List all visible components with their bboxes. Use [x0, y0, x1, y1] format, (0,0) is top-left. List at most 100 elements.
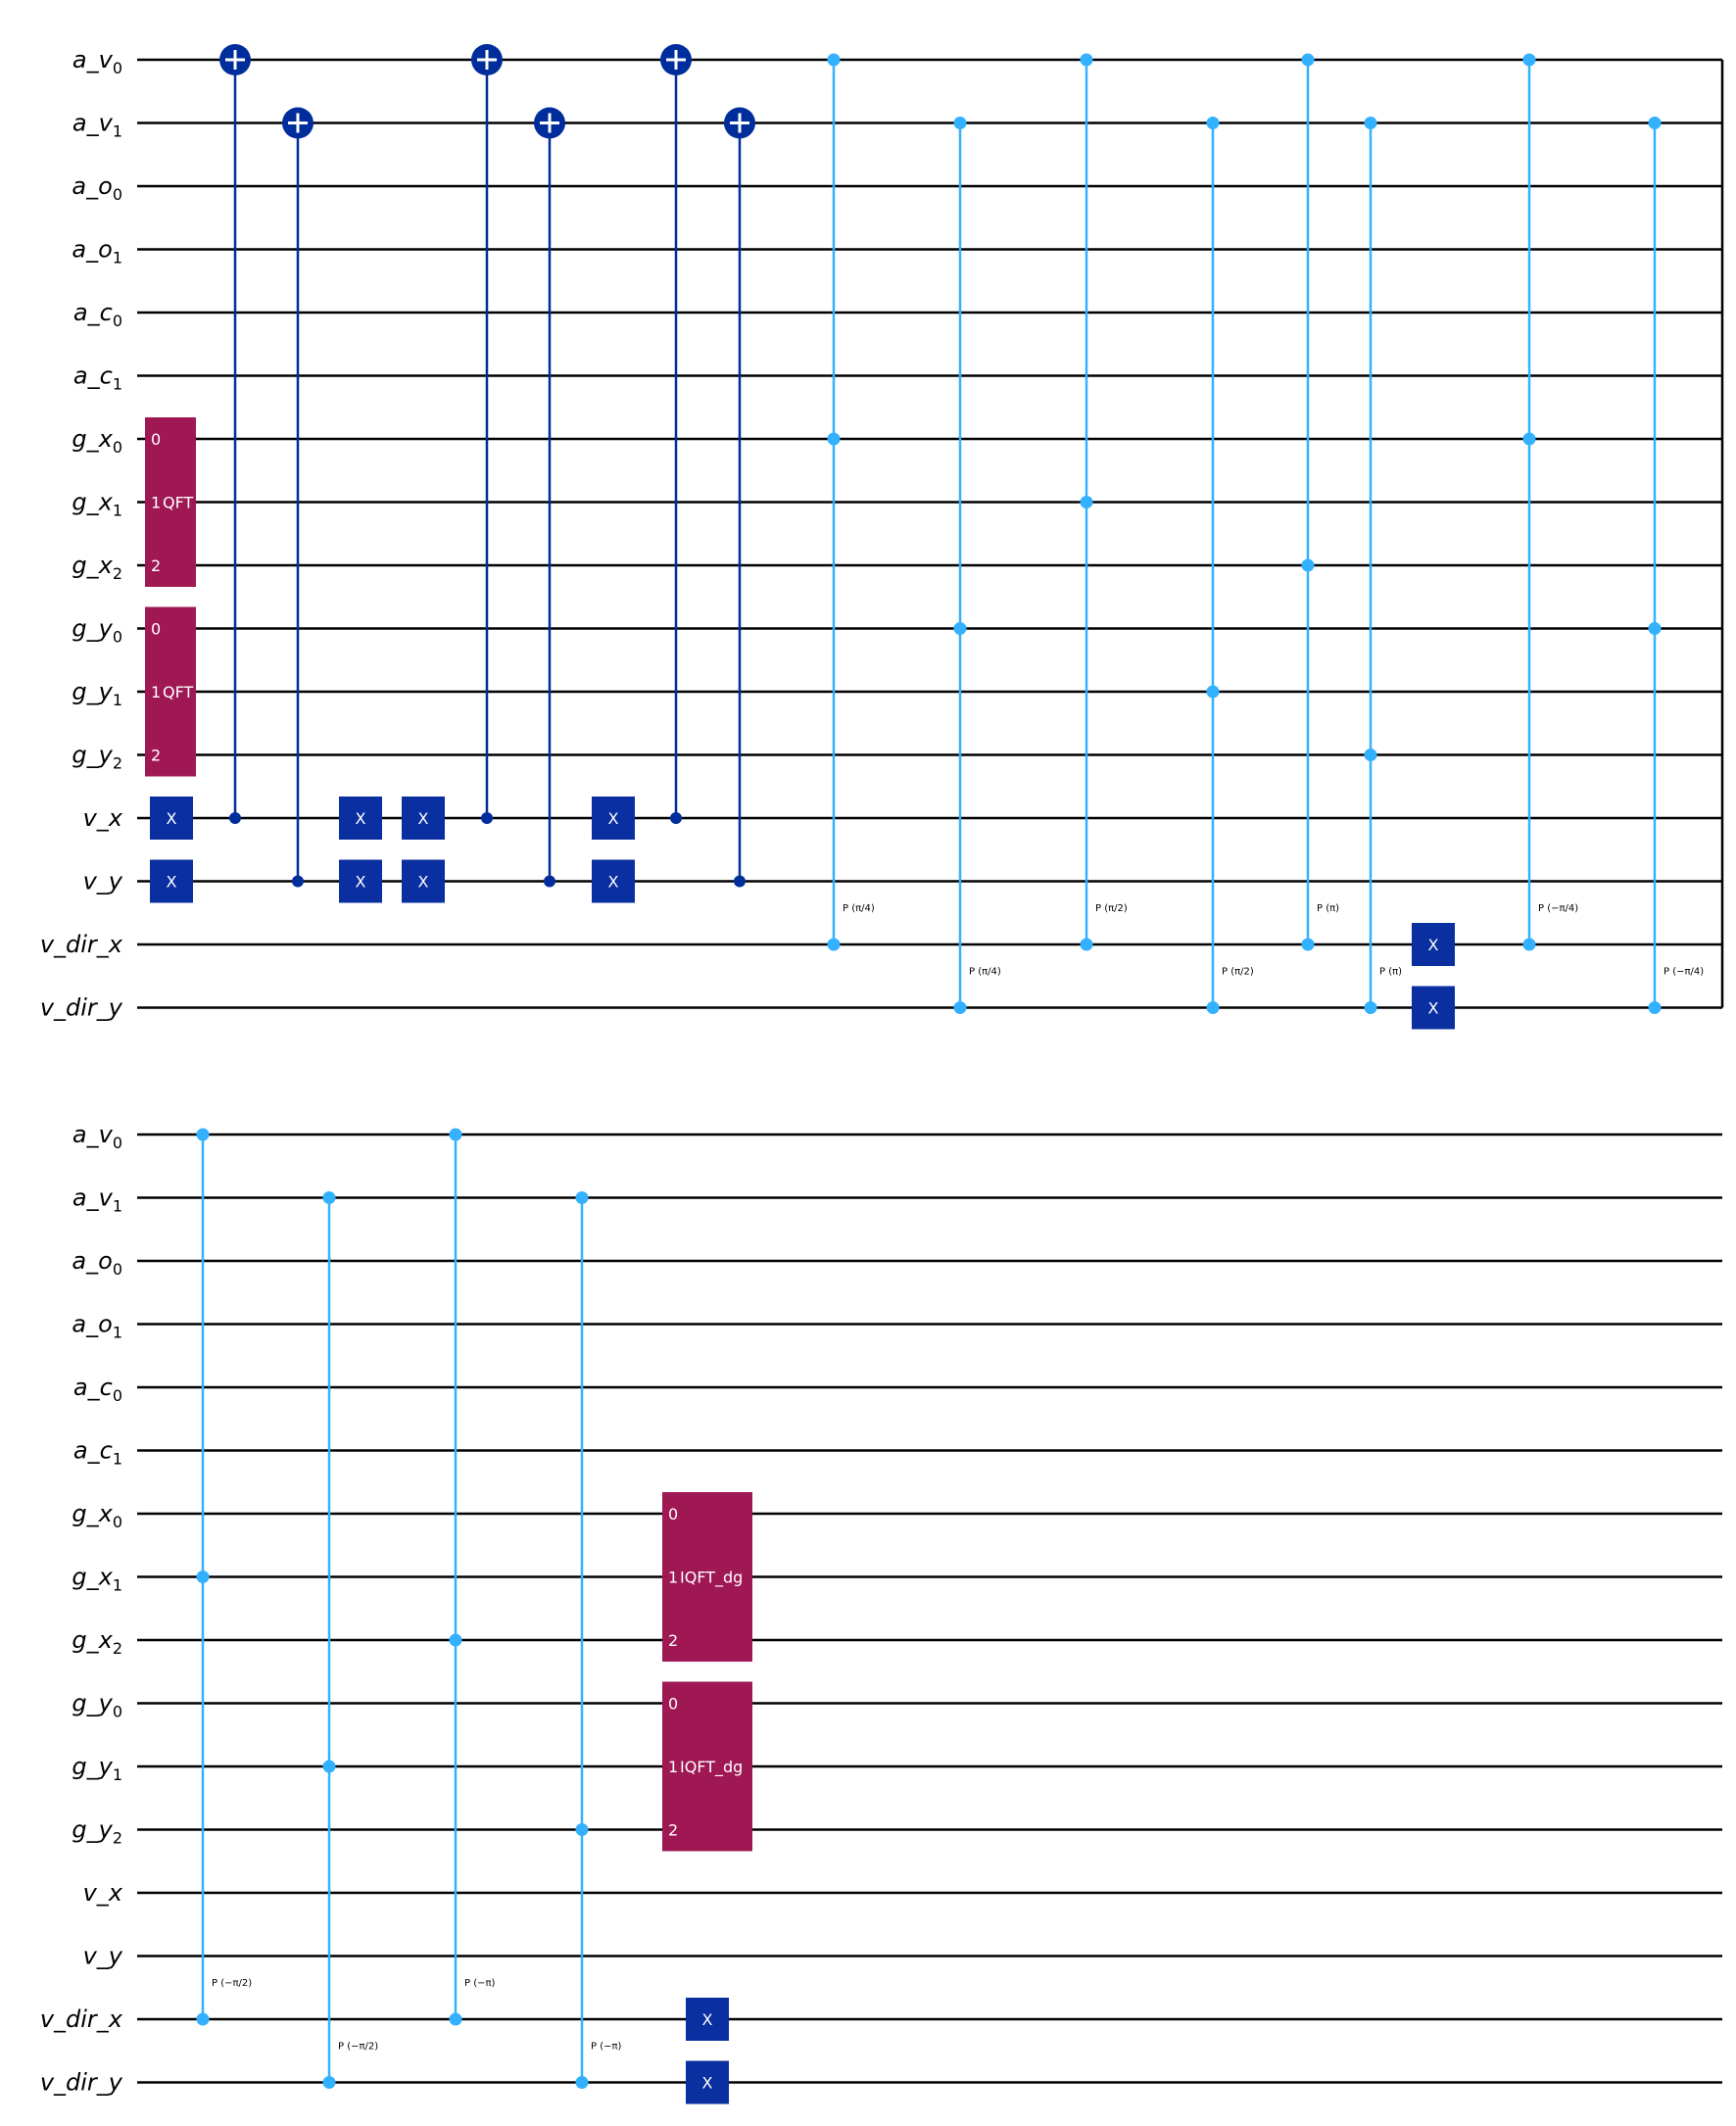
qubit-label: v_dir_y: [40, 2069, 123, 2097]
x-gate-label: X: [418, 809, 429, 828]
qubit-label: a_c0: [73, 299, 122, 330]
phase-control-dot: [1522, 53, 1536, 67]
qft-box: [662, 1492, 752, 1662]
x-gate: X: [592, 859, 635, 903]
qubit-label: v_dir_x: [40, 2005, 123, 2033]
phase-control-dot: [1206, 117, 1220, 129]
qubit-label: g_y0: [72, 615, 122, 647]
cnot-gate: [282, 107, 313, 888]
controlled-phase-gate: P (−π/4): [1648, 117, 1704, 1014]
qft-box-index: 1: [151, 683, 161, 701]
cnot-gate: [660, 44, 692, 824]
phase-control-dot: [827, 938, 841, 951]
qft-box-index: 1: [151, 494, 161, 512]
phase-label: P (−π): [591, 2042, 622, 2053]
phase-label: P (−π): [464, 1978, 496, 1989]
controlled-phase-gate: P (−π): [449, 1128, 496, 2026]
phase-control-dot: [1364, 117, 1377, 129]
controlled-phase-gate: P (−π/2): [322, 1191, 378, 2089]
x-gate: X: [339, 859, 382, 903]
phase-control-dot: [1080, 938, 1093, 951]
qubit-label: a_o1: [72, 236, 122, 267]
x-gate-box: [686, 2060, 729, 2104]
qubit-label: a_o0: [72, 172, 122, 204]
phase-control-dot: [1206, 685, 1220, 699]
phase-control-dot: [1648, 117, 1662, 129]
phase-control-dot: [196, 1128, 210, 1141]
qft-box-index: 2: [668, 1821, 678, 1840]
phase-control-dot: [1648, 1001, 1662, 1014]
qft-box: [662, 1681, 752, 1852]
x-gate-box: [592, 797, 635, 840]
circuit-panel-bottom: a_v0 a_v1 a_o0 a_o1 a_c0 a_c1 g_x0 g_x1 g_x2 g_y0…: [40, 1121, 1722, 2104]
x-gate-label: X: [702, 2010, 713, 2029]
qft-box-gate: 0 1 2 QFT: [145, 417, 196, 587]
cnot-control-dot: [734, 875, 746, 888]
phase-control-dot: [322, 1191, 336, 1204]
phase-control-dot: [827, 432, 841, 446]
controlled-phase-gate: P (π): [1301, 53, 1339, 951]
phase-control-dot: [1648, 622, 1662, 635]
controlled-phase-gate: P (π/2): [1080, 53, 1128, 951]
x-gate: X: [686, 2060, 729, 2104]
x-gate-box: [686, 1998, 729, 2041]
x-gate-label: X: [167, 873, 177, 892]
phase-label: P (π): [1317, 903, 1339, 914]
qft-box-index: 0: [151, 620, 161, 639]
phase-label: P (π/2): [1095, 903, 1128, 914]
x-gate: X: [339, 797, 382, 840]
qubit-label: v_y: [83, 868, 123, 895]
phase-control-dot: [1364, 1001, 1377, 1014]
phase-control-dot: [1080, 496, 1093, 508]
qubit-label: g_x0: [72, 1500, 122, 1531]
phase-label: P (π/4): [843, 903, 875, 914]
x-gate: X: [686, 1998, 729, 2041]
x-gate-label: X: [167, 809, 177, 828]
qft-box-label: QFT: [163, 683, 194, 701]
phase-control-dot: [449, 1128, 462, 1141]
x-gate-box: [1412, 923, 1455, 966]
qubit-label: a_v1: [72, 110, 122, 141]
x-gate: X: [402, 797, 445, 840]
qubit-label: a_o1: [72, 1311, 122, 1342]
phase-control-dot: [1522, 938, 1536, 951]
phase-control-dot: [1080, 53, 1093, 67]
x-gate-box: [150, 859, 193, 903]
controlled-phase-gate: P (−π): [575, 1191, 622, 2089]
phase-label: P (−π/4): [1538, 903, 1578, 914]
x-gate: X: [1412, 923, 1455, 966]
qubit-label: g_x0: [72, 425, 122, 457]
phase-label: P (π/4): [969, 967, 1001, 978]
qubit-label: g_y0: [72, 1690, 122, 1721]
phase-control-dot: [953, 1001, 967, 1014]
qubit-label: g_y2: [72, 742, 122, 773]
phase-control-dot: [827, 53, 841, 67]
qft-box-index: 2: [151, 747, 161, 765]
qubit-label: g_y1: [72, 1753, 122, 1784]
controlled-phase-gate: P (−π/4): [1522, 53, 1578, 951]
phase-label: P (−π/2): [212, 1978, 252, 1989]
x-gate: X: [150, 859, 193, 903]
qft-box: [145, 606, 196, 777]
phase-label: P (π/2): [1222, 967, 1254, 978]
x-gate-box: [1412, 986, 1455, 1030]
cnot-gate: [471, 44, 503, 824]
controlled-phase-gate: P (π): [1364, 117, 1402, 1014]
x-gate-box: [402, 797, 445, 840]
x-gate: X: [592, 797, 635, 840]
cnot-gate: [219, 44, 251, 824]
qft-box-label: QFT: [163, 494, 194, 512]
phase-control-dot: [449, 1633, 462, 1647]
x-gate-label: X: [702, 2074, 713, 2093]
qubit-label: v_y: [83, 1943, 123, 1970]
qft-box-index: 0: [151, 430, 161, 449]
qubit-label: a_c1: [73, 1437, 122, 1469]
qft-box: [145, 417, 196, 587]
qft-box-index: 1: [668, 1758, 678, 1776]
qubit-label: g_x2: [72, 552, 122, 583]
phase-control-dot: [953, 622, 967, 635]
cnot-control-dot: [544, 875, 555, 888]
x-gate-box: [150, 797, 193, 840]
qubit-label: a_c0: [73, 1374, 122, 1405]
